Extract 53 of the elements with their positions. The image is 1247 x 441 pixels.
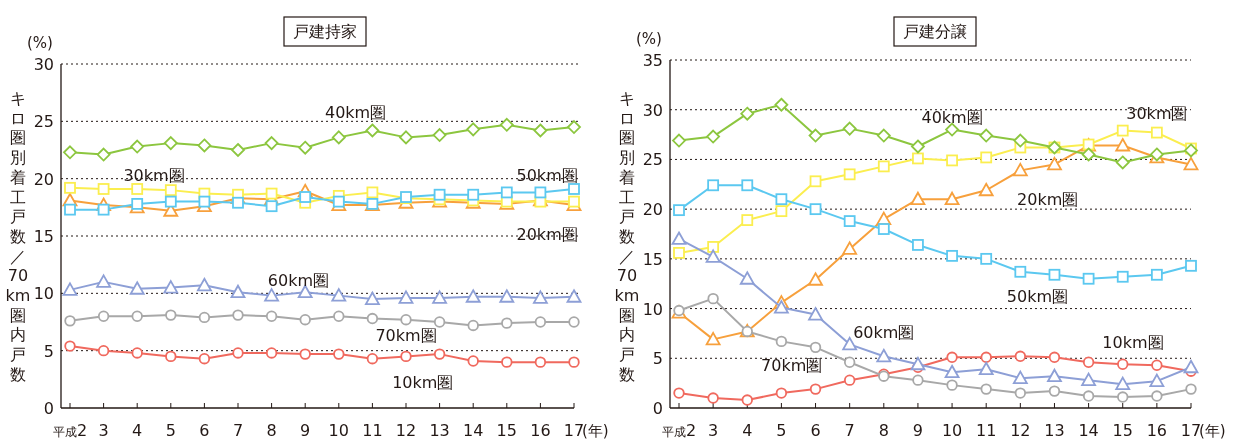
x-tick-label: 平成2 [661, 421, 697, 440]
x-tick-label: 14 [1078, 421, 1099, 440]
x-tick-label: 15 [496, 421, 517, 440]
y-tick-label: 25 [33, 112, 54, 132]
x-tick-label: 12 [1010, 421, 1031, 440]
y-tick-label: 35 [642, 51, 663, 70]
xlabel: (年) [582, 422, 609, 440]
y-tick-label: 25 [642, 150, 663, 170]
x-tick-label: 8 [266, 421, 277, 440]
x-tick-label: 9 [912, 421, 924, 440]
x-tick-label: 3 [708, 421, 719, 440]
x-tick-label: 6 [199, 421, 210, 440]
xlabel: (年) [1199, 422, 1226, 440]
ylabel: キロ圏別着工戸数／70km圏内戸数 [614, 89, 640, 384]
y-tick-label: 15 [642, 249, 663, 269]
x-tick-label: 7 [844, 421, 855, 440]
x-tick-label: 平成2 [52, 421, 88, 440]
annotation: (%) [27, 34, 53, 52]
x-tick-label: 8 [878, 421, 889, 440]
x-tick-label: 7 [232, 421, 244, 440]
y-tick-label: 0 [652, 399, 663, 418]
x-tick-label: 15 [1112, 421, 1133, 440]
y-tick-label: 30 [33, 55, 54, 74]
y-tick-label: 10 [33, 284, 54, 304]
y-tick-label: 15 [33, 227, 54, 246]
annotation: (%) [636, 30, 662, 48]
x-tick-label: 14 [463, 421, 484, 440]
y-tick-label: 20 [33, 169, 54, 189]
x-tick-label: 5 [165, 421, 176, 440]
x-tick-label: 10 [328, 421, 349, 440]
x-tick-label: 4 [742, 421, 753, 440]
y-tick-label: 5 [43, 341, 54, 361]
title: 戸建持家 [293, 22, 357, 41]
x-tick-label: 13 [429, 421, 450, 440]
x-tick-label: 11 [362, 421, 383, 440]
x-tick-label: 11 [976, 421, 997, 440]
ylabel: キロ圏別着工戸数／70km圏内戸数 [5, 89, 31, 384]
y-tick-label: 20 [642, 200, 663, 220]
y-tick-label: 0 [43, 399, 54, 418]
x-tick-label: 16 [530, 421, 551, 440]
x-tick-label: 5 [776, 421, 787, 440]
x-tick-label: 3 [98, 421, 109, 440]
y-tick-label: 10 [642, 299, 663, 319]
y-tick-label: 5 [652, 349, 663, 369]
x-tick-label: 13 [1044, 421, 1065, 440]
x-tick-label: 12 [395, 421, 417, 440]
x-tick-label: 16 [1146, 421, 1168, 440]
x-tick-label: 9 [300, 421, 311, 440]
x-tick-label: 6 [810, 421, 821, 440]
y-tick-label: 30 [642, 100, 663, 120]
x-tick-label: 4 [132, 421, 143, 440]
x-tick-label: 10 [941, 421, 963, 440]
title: 戸建分譲 [903, 22, 967, 41]
